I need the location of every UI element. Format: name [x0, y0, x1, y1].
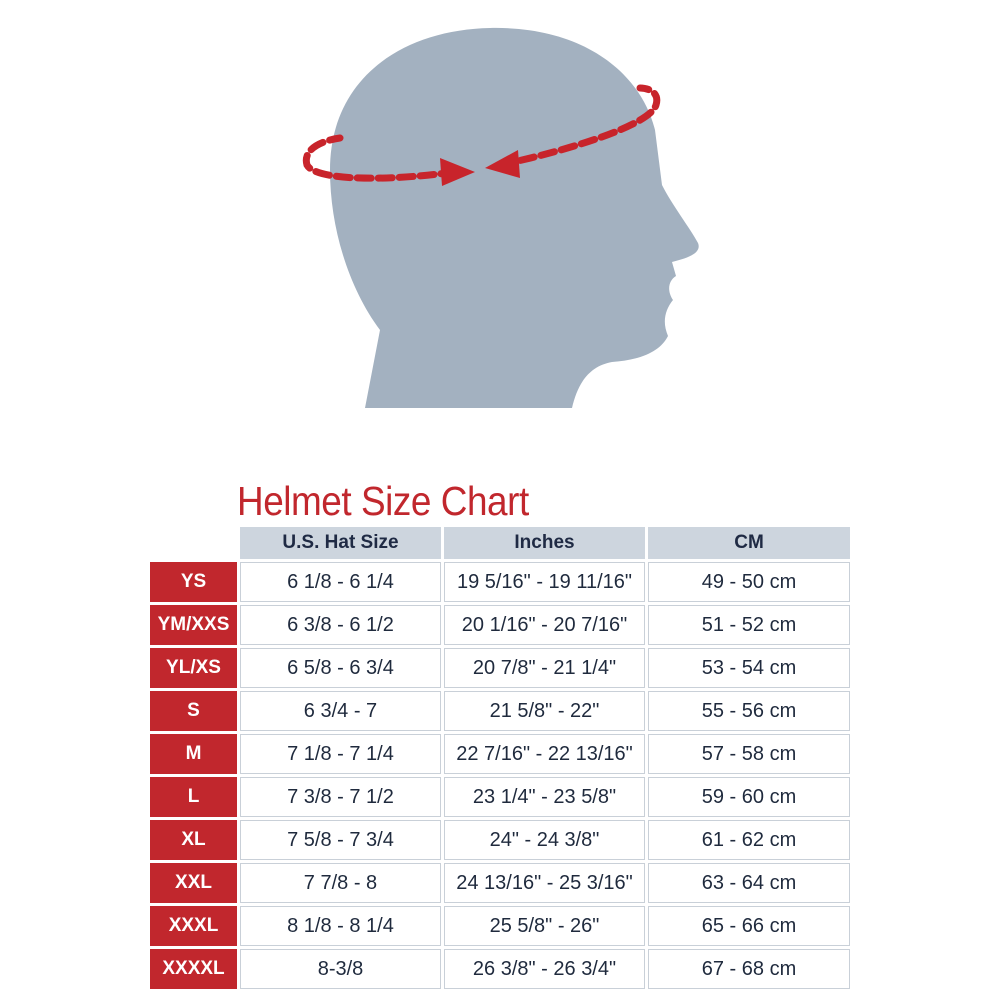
- blank-header: [150, 527, 237, 559]
- head-silhouette: [330, 27, 699, 408]
- hat-size-cell: 7 7/8 - 8: [240, 863, 441, 903]
- cm-cell: 53 - 54 cm: [648, 648, 850, 688]
- table-row: YS 6 1/8 - 6 1/4 19 5/16" - 19 11/16" 49 - …: [150, 562, 850, 602]
- table-row: YL/XS 6 5/8 - 6 3/4 20 7/8" - 21 1/4" 53 - …: [150, 648, 850, 688]
- cm-cell: 59 - 60 cm: [648, 777, 850, 817]
- cm-cell: 61 - 62 cm: [648, 820, 850, 860]
- header-row: U.S. Hat Size Inches CM: [150, 527, 850, 559]
- inches-cell: 20 7/8" - 21 1/4": [444, 648, 645, 688]
- inches-cell: 23 1/4" - 23 5/8": [444, 777, 645, 817]
- size-label: YS: [150, 562, 237, 602]
- table-row: XXXXL 8-3/8 26 3/8" - 26 3/4" 67 - 68 cm: [150, 949, 850, 989]
- size-label: XL: [150, 820, 237, 860]
- size-label: L: [150, 777, 237, 817]
- size-table: U.S. Hat Size Inches CM YS 6 1/8 - 6 1/4 1…: [147, 524, 853, 992]
- inches-cell: 21 5/8" - 22": [444, 691, 645, 731]
- inches-cell: 22 7/16" - 22 13/16": [444, 734, 645, 774]
- cm-cell: 49 - 50 cm: [648, 562, 850, 602]
- inches-cell: 26 3/8" - 26 3/4": [444, 949, 645, 989]
- cm-cell: 55 - 56 cm: [648, 691, 850, 731]
- hat-size-cell: 6 1/8 - 6 1/4: [240, 562, 441, 602]
- arrow-right-icon: [440, 158, 475, 186]
- table-row: XXL 7 7/8 - 8 24 13/16" - 25 3/16" 63 - 64 …: [150, 863, 850, 903]
- cm-cell: 65 - 66 cm: [648, 906, 850, 946]
- inches-cell: 24 13/16" - 25 3/16": [444, 863, 645, 903]
- cm-cell: 63 - 64 cm: [648, 863, 850, 903]
- size-label: YL/XS: [150, 648, 237, 688]
- header-cm: CM: [648, 527, 850, 559]
- header-hat-size: U.S. Hat Size: [240, 527, 441, 559]
- inches-cell: 20 1/16" - 20 7/16": [444, 605, 645, 645]
- hat-size-cell: 8-3/8: [240, 949, 441, 989]
- cm-cell: 51 - 52 cm: [648, 605, 850, 645]
- hat-size-cell: 8 1/8 - 8 1/4: [240, 906, 441, 946]
- hat-size-cell: 6 3/8 - 6 1/2: [240, 605, 441, 645]
- hat-size-cell: 6 5/8 - 6 3/4: [240, 648, 441, 688]
- head-measurement-illustration: [302, 27, 699, 408]
- size-label: XXXL: [150, 906, 237, 946]
- hat-size-cell: 7 1/8 - 7 1/4: [240, 734, 441, 774]
- table-row: YM/XXS 6 3/8 - 6 1/2 20 1/16" - 20 7/16" 51…: [150, 605, 850, 645]
- header-inches: Inches: [444, 527, 645, 559]
- size-label: XXXXL: [150, 949, 237, 989]
- inches-cell: 24" - 24 3/8": [444, 820, 645, 860]
- hat-size-cell: 6 3/4 - 7: [240, 691, 441, 731]
- size-label: YM/XXS: [150, 605, 237, 645]
- arrow-left-icon: [485, 150, 520, 178]
- measuring-tape-icon: [302, 84, 661, 182]
- table-row: XL 7 5/8 - 7 3/4 24" - 24 3/8" 61 - 62 cm: [150, 820, 850, 860]
- size-label: S: [150, 691, 237, 731]
- table-row: XXXL 8 1/8 - 8 1/4 25 5/8" - 26" 65 - 66 cm: [150, 906, 850, 946]
- chart-title: Helmet Size Chart: [237, 478, 529, 524]
- hat-size-cell: 7 5/8 - 7 3/4: [240, 820, 441, 860]
- inches-cell: 19 5/16" - 19 11/16": [444, 562, 645, 602]
- hat-size-cell: 7 3/8 - 7 1/2: [240, 777, 441, 817]
- size-label: XXL: [150, 863, 237, 903]
- inches-cell: 25 5/8" - 26": [444, 906, 645, 946]
- cm-cell: 67 - 68 cm: [648, 949, 850, 989]
- cm-cell: 57 - 58 cm: [648, 734, 850, 774]
- size-label: M: [150, 734, 237, 774]
